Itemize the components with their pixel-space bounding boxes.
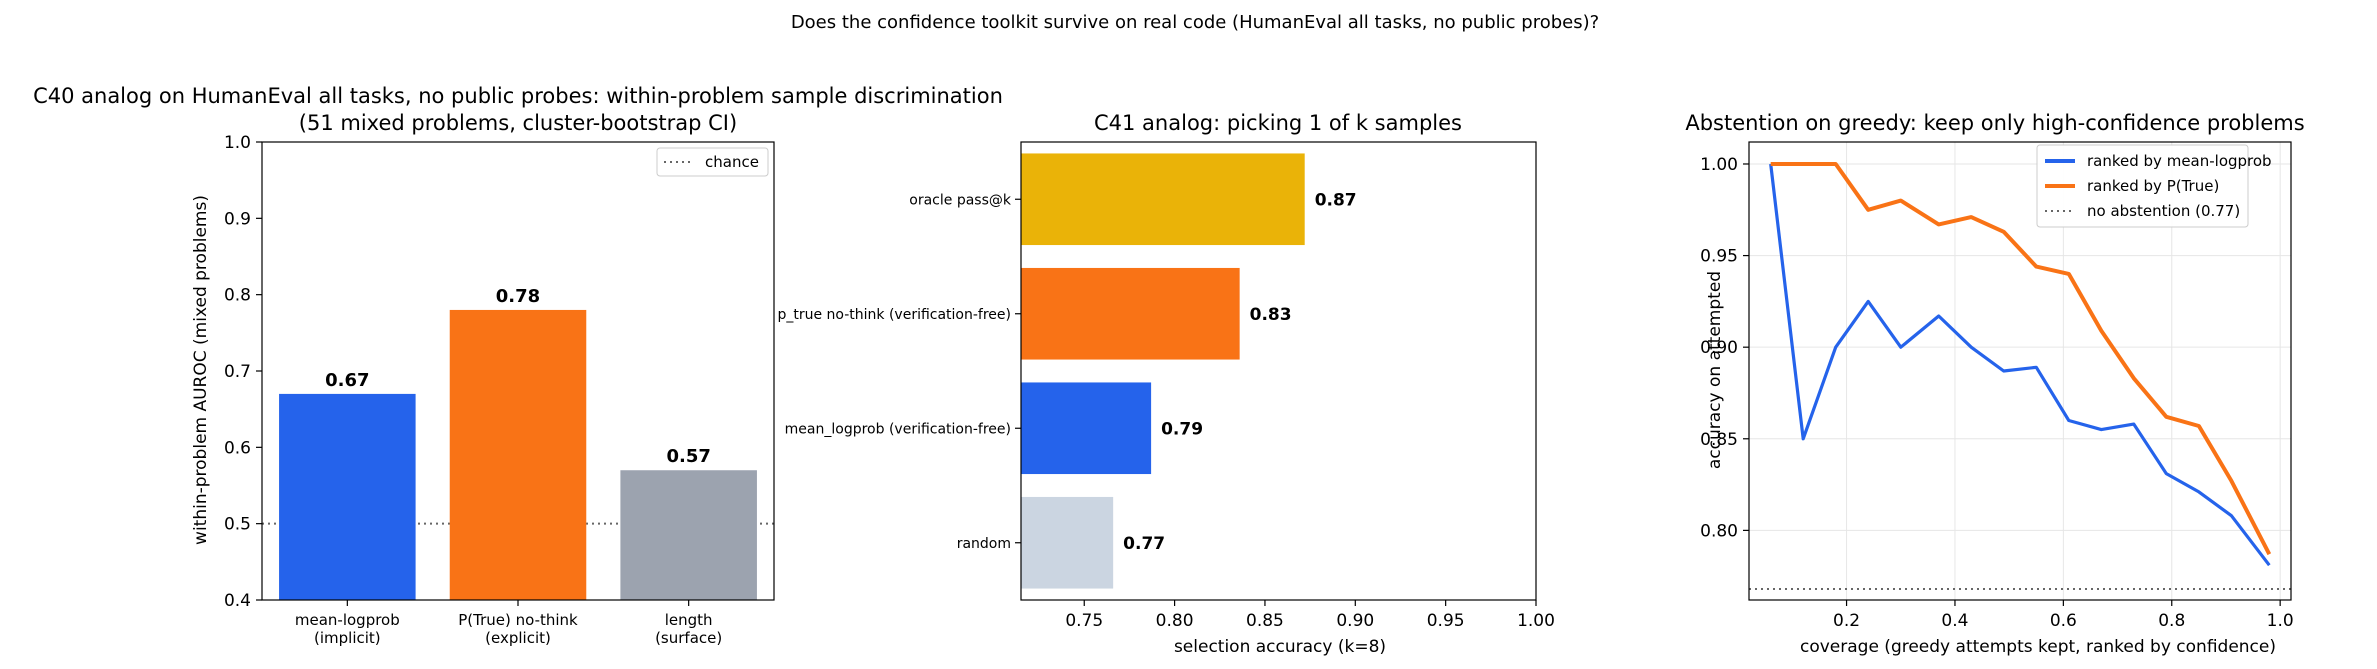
panel1-title-line1: C40 analog on HumanEval all tasks, no pu… [33, 84, 1003, 108]
bar-value-label: 0.57 [666, 446, 710, 467]
bar-value-label: 0.67 [325, 370, 369, 391]
bar-2 [1021, 267, 1240, 360]
bar-1 [1021, 382, 1152, 475]
y-tick-label: 0.6 [224, 438, 251, 458]
panel1-ylabel: within-problem AUROC (mixed problems) [191, 195, 211, 545]
bar-value-label: 0.77 [1123, 534, 1165, 554]
x-tick-label: 0.85 [1246, 611, 1284, 631]
x-tick-label: (surface) [655, 629, 722, 647]
x-tick-label: 0.2 [1833, 611, 1860, 631]
x-tick-label: 0.80 [1156, 611, 1194, 631]
x-tick-label: 1.0 [2267, 611, 2294, 631]
series-line-0 [1769, 163, 2271, 567]
panel1-legend-chance: chance [705, 153, 759, 171]
y-tick-label: 0.85 [1700, 430, 1738, 450]
x-tick-label: 0.8 [2158, 611, 2185, 631]
legend-label-no-abstention: no abstention (0.77) [2087, 202, 2240, 220]
y-tick-label: mean_logprob (verification-free) [785, 421, 1011, 437]
series-line-1 [1770, 162, 2272, 556]
bar-0 [1021, 496, 1114, 589]
panel1-legend: chance [656, 147, 769, 177]
panel3-xlabel: coverage (greedy attempts kept, ranked b… [1800, 637, 2276, 657]
panel-abstention: Abstention on greedy: keep only high-con… [1685, 111, 2304, 657]
bar-value-label: 0.79 [1161, 419, 1203, 439]
y-tick-label: oracle pass@k [909, 192, 1012, 208]
bar-0 [279, 393, 416, 600]
x-tick-label: (implicit) [314, 629, 381, 647]
panel2-title: C41 analog: picking 1 of k samples [1094, 111, 1462, 135]
x-tick-label: 0.95 [1427, 611, 1465, 631]
y-tick-label: random [957, 536, 1011, 552]
x-tick-label: mean-logprob [295, 611, 400, 629]
y-tick-label: 0.95 [1700, 247, 1738, 267]
panel-selection: C41 analog: picking 1 of k samples 0.77 0… [777, 111, 1554, 657]
panel3-ylabel: accuracy on attempted [1705, 271, 1725, 469]
y-tick-label: 1.0 [224, 133, 251, 153]
bar-2 [620, 470, 757, 600]
y-tick-label: 0.9 [224, 209, 251, 229]
y-tick-label: 0.7 [224, 362, 251, 382]
panel3-legend: ranked by mean-logprob ranked by P(True)… [2036, 144, 2272, 228]
plot-frame [261, 141, 775, 601]
y-tick-label: 0.5 [224, 515, 251, 535]
panel1-title-line2: (51 mixed problems, cluster-bootstrap CI… [299, 111, 737, 135]
bar-3 [1021, 153, 1305, 246]
legend-label-mean-logprob: ranked by mean-logprob [2087, 152, 2272, 170]
figure-suptitle: Does the confidence toolkit survive on r… [791, 12, 1599, 33]
x-tick-label: (explicit) [485, 629, 551, 647]
plot-frame [1748, 141, 2292, 601]
panel2-xlabel: selection accuracy (k=8) [1174, 637, 1386, 657]
x-tick-label: 0.6 [2050, 611, 2077, 631]
x-tick-label: 0.90 [1336, 611, 1374, 631]
bar-value-label: 0.78 [496, 286, 540, 307]
legend-label-ptrue: ranked by P(True) [2087, 177, 2219, 195]
panel-auroc: C40 analog on HumanEval all tasks, no pu… [33, 84, 1003, 647]
panel3-title: Abstention on greedy: keep only high-con… [1685, 111, 2304, 135]
bar-value-label: 0.83 [1250, 305, 1292, 325]
x-tick-label: 0.4 [1941, 611, 1968, 631]
bar-value-label: 0.87 [1315, 190, 1357, 210]
y-tick-label: 1.00 [1700, 155, 1738, 175]
x-tick-label: length [665, 611, 713, 629]
bar-1 [449, 309, 587, 600]
y-tick-label: p_true no-think (verification-free) [777, 307, 1011, 323]
x-tick-label: 0.75 [1065, 611, 1103, 631]
plot-frame [1020, 141, 1537, 601]
y-tick-label: 0.80 [1700, 521, 1738, 541]
y-tick-label: 0.8 [224, 286, 251, 306]
x-tick-label: P(True) no-think [458, 611, 578, 629]
y-tick-label: 0.4 [224, 591, 251, 611]
y-tick-label: 0.90 [1700, 338, 1738, 358]
x-tick-label: 1.00 [1517, 611, 1555, 631]
